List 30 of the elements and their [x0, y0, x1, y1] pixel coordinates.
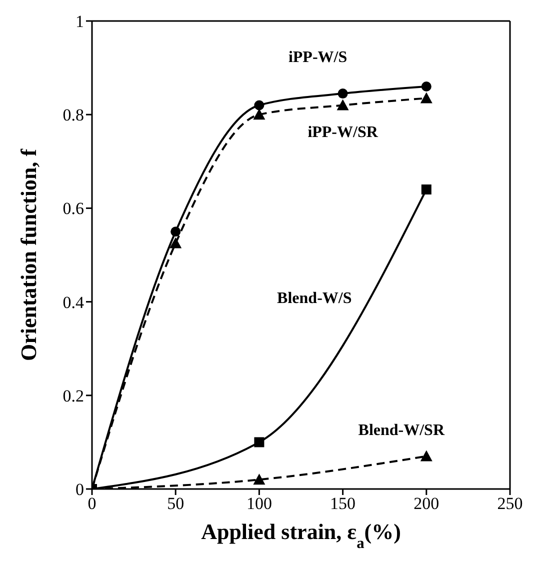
x-tick-label: 0	[88, 494, 96, 514]
y-tick-label: 0.2	[62, 386, 84, 406]
point	[254, 100, 264, 110]
x-tick-label: 100	[246, 494, 272, 514]
y-tick-label: 0.4	[62, 292, 84, 312]
point	[336, 99, 349, 110]
point	[421, 82, 432, 92]
y-tick-label: 0.6	[62, 199, 84, 218]
point	[253, 108, 266, 120]
series-label: iPP-W/SR	[308, 124, 378, 141]
point	[254, 437, 264, 448]
y-axis-title: Orientation function, f	[16, 148, 41, 362]
y-tick-label: 1	[76, 12, 84, 32]
point	[421, 184, 432, 194]
point	[420, 92, 432, 104]
x-tick-label: 50	[167, 494, 184, 514]
point	[253, 474, 266, 485]
x-tick-label: 250	[497, 494, 523, 514]
point	[420, 450, 432, 462]
point	[338, 88, 348, 99]
series-label: iPP-W/S	[288, 49, 348, 66]
series-label: Blend-W/SR	[358, 422, 445, 439]
y-tick-label: 0.8	[62, 106, 84, 125]
x-axis-title: Applied strain, ε$_{a}$(%)	[201, 519, 401, 552]
x-tick-label: 200	[414, 494, 440, 514]
y-tick-label: 0	[76, 480, 84, 500]
point	[170, 237, 182, 248]
x-tick-label: 150	[330, 494, 356, 514]
series-label: Blend-W/S	[277, 290, 352, 308]
point	[170, 226, 181, 237]
